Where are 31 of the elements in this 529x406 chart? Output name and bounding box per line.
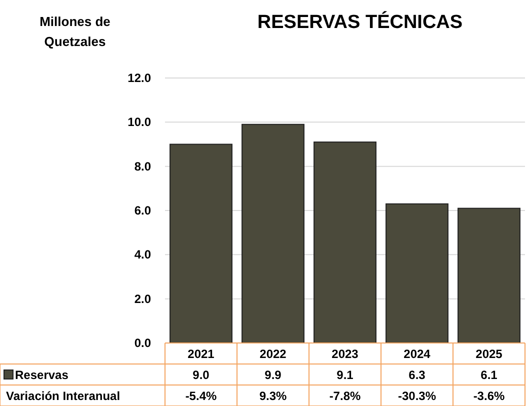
- y-axis-title: Millones de Quetzales: [40, 14, 110, 49]
- bar: [458, 208, 520, 344]
- y-tick-label: 4.0: [134, 248, 152, 262]
- text: 9.3%: [259, 389, 287, 403]
- text: -3.6%: [473, 389, 505, 403]
- text: -30.3%: [398, 389, 436, 403]
- chart-title: RESERVAS TÉCNICAS: [257, 11, 463, 33]
- bar: [386, 203, 448, 344]
- y-tick-label: 6.0: [134, 204, 152, 218]
- y-tick-label: 12.0: [128, 71, 152, 85]
- x-tick-label: 2023: [332, 347, 359, 361]
- data-label: 9.1: [336, 368, 354, 382]
- y-tick-label: 8.0: [134, 159, 152, 174]
- data-label: 9.9: [264, 368, 282, 382]
- bar: [314, 142, 376, 344]
- data-label: 6.1: [480, 368, 498, 382]
- data-label: 9.0: [192, 368, 210, 382]
- data-label: 6.3: [408, 368, 426, 382]
- x-tick-label: 2025: [476, 347, 503, 361]
- x-tick-label: 2024: [404, 347, 431, 361]
- text: -7.8%: [329, 389, 361, 403]
- bar: [242, 124, 304, 344]
- y-tick-label: 2.0: [134, 292, 152, 306]
- legend-label: Reservas: [15, 368, 69, 382]
- y-tick-label: 0.0: [134, 336, 152, 350]
- x-tick-label: 2021: [188, 347, 215, 361]
- text: -5.4%: [185, 389, 217, 403]
- bar: [170, 144, 232, 344]
- y-tick-label: 10.0: [128, 115, 152, 130]
- x-tick-label: 2022: [260, 347, 287, 361]
- text: Variación Interanual: [6, 389, 120, 403]
